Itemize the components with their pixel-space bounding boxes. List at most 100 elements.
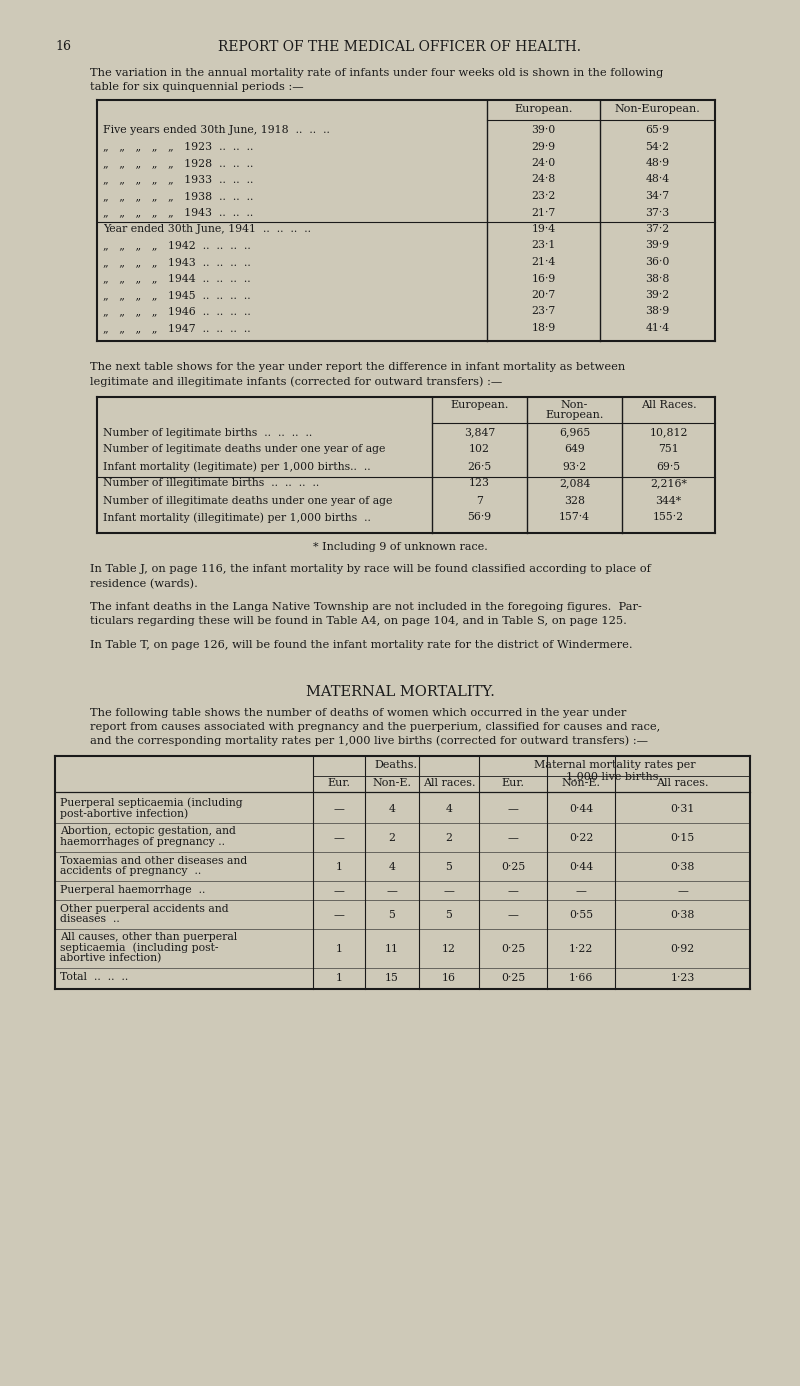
Text: 56·9: 56·9 bbox=[467, 513, 491, 523]
Text: 5: 5 bbox=[389, 911, 395, 920]
Text: * Including 9 of unknown race.: * Including 9 of unknown race. bbox=[313, 542, 487, 553]
Text: 37·3: 37·3 bbox=[646, 208, 670, 218]
Text: —: — bbox=[507, 886, 518, 895]
Text: „   „   „   „   „   1938  ..  ..  ..: „ „ „ „ „ 1938 .. .. .. bbox=[103, 191, 254, 201]
Text: European.: European. bbox=[450, 401, 509, 410]
Text: 39·2: 39·2 bbox=[646, 290, 670, 299]
Text: 23·1: 23·1 bbox=[531, 241, 556, 251]
Text: 11: 11 bbox=[385, 944, 399, 954]
Text: report from causes associated with pregnancy and the puerperium, classified for : report from causes associated with pregn… bbox=[90, 722, 660, 732]
Text: —: — bbox=[677, 886, 688, 895]
Text: 123: 123 bbox=[469, 478, 490, 488]
Text: —: — bbox=[334, 911, 345, 920]
Text: —: — bbox=[386, 886, 398, 895]
Text: 2: 2 bbox=[389, 833, 395, 843]
Text: 751: 751 bbox=[658, 445, 679, 455]
Text: 34·7: 34·7 bbox=[646, 191, 670, 201]
Text: Total  ..  ..  ..: Total .. .. .. bbox=[60, 972, 128, 981]
Text: septicaemia  (including post-: septicaemia (including post- bbox=[60, 942, 218, 954]
Text: Number of illegitimate deaths under one year of age: Number of illegitimate deaths under one … bbox=[103, 496, 392, 506]
Text: legitimate and illegitimate infants (corrected for outward transfers) :—: legitimate and illegitimate infants (cor… bbox=[90, 377, 502, 387]
Text: MATERNAL MORTALITY.: MATERNAL MORTALITY. bbox=[306, 686, 494, 700]
Text: 37·2: 37·2 bbox=[646, 225, 670, 234]
Text: 24·0: 24·0 bbox=[531, 158, 556, 168]
Text: 3,847: 3,847 bbox=[464, 427, 495, 438]
Text: „   „   „   „   „   1933  ..  ..  ..: „ „ „ „ „ 1933 .. .. .. bbox=[103, 175, 254, 184]
Text: abortive infection): abortive infection) bbox=[60, 954, 162, 963]
Text: 2: 2 bbox=[446, 833, 453, 843]
Text: 1,000 live births.: 1,000 live births. bbox=[566, 772, 662, 782]
Text: 6,965: 6,965 bbox=[559, 427, 590, 438]
Text: 4: 4 bbox=[389, 804, 395, 814]
Text: All races.: All races. bbox=[422, 779, 475, 789]
Text: —: — bbox=[443, 886, 454, 895]
Text: 649: 649 bbox=[564, 445, 585, 455]
Text: —: — bbox=[334, 804, 345, 814]
Text: „   „   „   „   1944  ..  ..  ..  ..: „ „ „ „ 1944 .. .. .. .. bbox=[103, 273, 250, 284]
Text: Non-European.: Non-European. bbox=[614, 104, 700, 114]
Text: 26·5: 26·5 bbox=[467, 462, 492, 471]
Text: 93·2: 93·2 bbox=[562, 462, 586, 471]
Text: 16·9: 16·9 bbox=[531, 273, 556, 284]
Text: 155·2: 155·2 bbox=[653, 513, 684, 523]
Text: 29·9: 29·9 bbox=[531, 141, 555, 151]
Text: 23·2: 23·2 bbox=[531, 191, 556, 201]
Text: The following table shows the number of deaths of women which occurred in the ye: The following table shows the number of … bbox=[90, 707, 626, 718]
Text: 0·38: 0·38 bbox=[670, 911, 694, 920]
Text: Non-: Non- bbox=[561, 401, 588, 410]
Text: The variation in the annual mortality rate of infants under four weeks old is sh: The variation in the annual mortality ra… bbox=[90, 68, 663, 78]
Text: European.: European. bbox=[546, 409, 604, 420]
Text: 16: 16 bbox=[442, 973, 456, 983]
Text: 21·4: 21·4 bbox=[531, 256, 556, 267]
Text: Other puerperal accidents and: Other puerperal accidents and bbox=[60, 904, 229, 913]
Text: 65·9: 65·9 bbox=[646, 125, 670, 134]
Text: Infant mortality (illegitimate) per 1,000 births  ..: Infant mortality (illegitimate) per 1,00… bbox=[103, 513, 371, 523]
Text: 36·0: 36·0 bbox=[646, 256, 670, 267]
Text: 0·31: 0·31 bbox=[670, 804, 694, 814]
Text: 48·9: 48·9 bbox=[646, 158, 670, 168]
Text: 0·25: 0·25 bbox=[501, 862, 525, 872]
Text: 102: 102 bbox=[469, 445, 490, 455]
Text: Number of illegitimate births  ..  ..  ..  ..: Number of illegitimate births .. .. .. .… bbox=[103, 478, 319, 488]
Text: 2,216*: 2,216* bbox=[650, 478, 687, 488]
Text: „   „   „   „   1945  ..  ..  ..  ..: „ „ „ „ 1945 .. .. .. .. bbox=[103, 290, 250, 299]
Text: „   „   „   „   1942  ..  ..  ..  ..: „ „ „ „ 1942 .. .. .. .. bbox=[103, 241, 250, 251]
Text: Year ended 30th June, 1941  ..  ..  ..  ..: Year ended 30th June, 1941 .. .. .. .. bbox=[103, 225, 311, 234]
Text: residence (wards).: residence (wards). bbox=[90, 578, 198, 589]
Text: —: — bbox=[507, 833, 518, 843]
Text: 5: 5 bbox=[446, 862, 453, 872]
Text: The next table shows for the year under report the difference in infant mortalit: The next table shows for the year under … bbox=[90, 363, 626, 373]
Text: 15: 15 bbox=[385, 973, 399, 983]
Text: 1·22: 1·22 bbox=[569, 944, 593, 954]
Text: Five years ended 30th June, 1918  ..  ..  ..: Five years ended 30th June, 1918 .. .. .… bbox=[103, 125, 330, 134]
Text: 2,084: 2,084 bbox=[559, 478, 590, 488]
Text: In Table T, on page 126, will be found the infant mortality rate for the distric: In Table T, on page 126, will be found t… bbox=[90, 640, 633, 650]
Text: 0·38: 0·38 bbox=[670, 862, 694, 872]
Text: 1: 1 bbox=[335, 944, 342, 954]
Text: 157·4: 157·4 bbox=[559, 513, 590, 523]
Text: 1: 1 bbox=[335, 862, 342, 872]
Text: accidents of pregnancy  ..: accidents of pregnancy .. bbox=[60, 866, 202, 876]
Text: 0·92: 0·92 bbox=[670, 944, 694, 954]
Text: 12: 12 bbox=[442, 944, 456, 954]
Text: 4: 4 bbox=[446, 804, 453, 814]
Text: and the corresponding mortality rates per 1,000 live births (corrected for outwa: and the corresponding mortality rates pe… bbox=[90, 736, 648, 746]
Text: —: — bbox=[507, 911, 518, 920]
Text: 1·23: 1·23 bbox=[670, 973, 694, 983]
Text: „   „   „   „   1946  ..  ..  ..  ..: „ „ „ „ 1946 .. .. .. .. bbox=[103, 306, 250, 316]
Text: 24·8: 24·8 bbox=[531, 175, 556, 184]
Text: 7: 7 bbox=[476, 496, 483, 506]
Text: 54·2: 54·2 bbox=[646, 141, 670, 151]
Text: 328: 328 bbox=[564, 496, 585, 506]
Text: In Table J, on page 116, the infant mortality by race will be found classified a: In Table J, on page 116, the infant mort… bbox=[90, 564, 651, 575]
Text: Non-E.: Non-E. bbox=[562, 779, 601, 789]
Text: diseases  ..: diseases .. bbox=[60, 913, 120, 924]
Text: Puerperal septicaemia (including: Puerperal septicaemia (including bbox=[60, 797, 242, 808]
Text: Number of legitimate births  ..  ..  ..  ..: Number of legitimate births .. .. .. .. bbox=[103, 427, 312, 438]
Text: 344*: 344* bbox=[655, 496, 682, 506]
Text: „   „   „   „   „   1928  ..  ..  ..: „ „ „ „ „ 1928 .. .. .. bbox=[103, 158, 254, 168]
Text: 0·55: 0·55 bbox=[569, 911, 593, 920]
Text: 1: 1 bbox=[335, 973, 342, 983]
Text: 0·44: 0·44 bbox=[569, 804, 593, 814]
Text: 18·9: 18·9 bbox=[531, 323, 556, 333]
